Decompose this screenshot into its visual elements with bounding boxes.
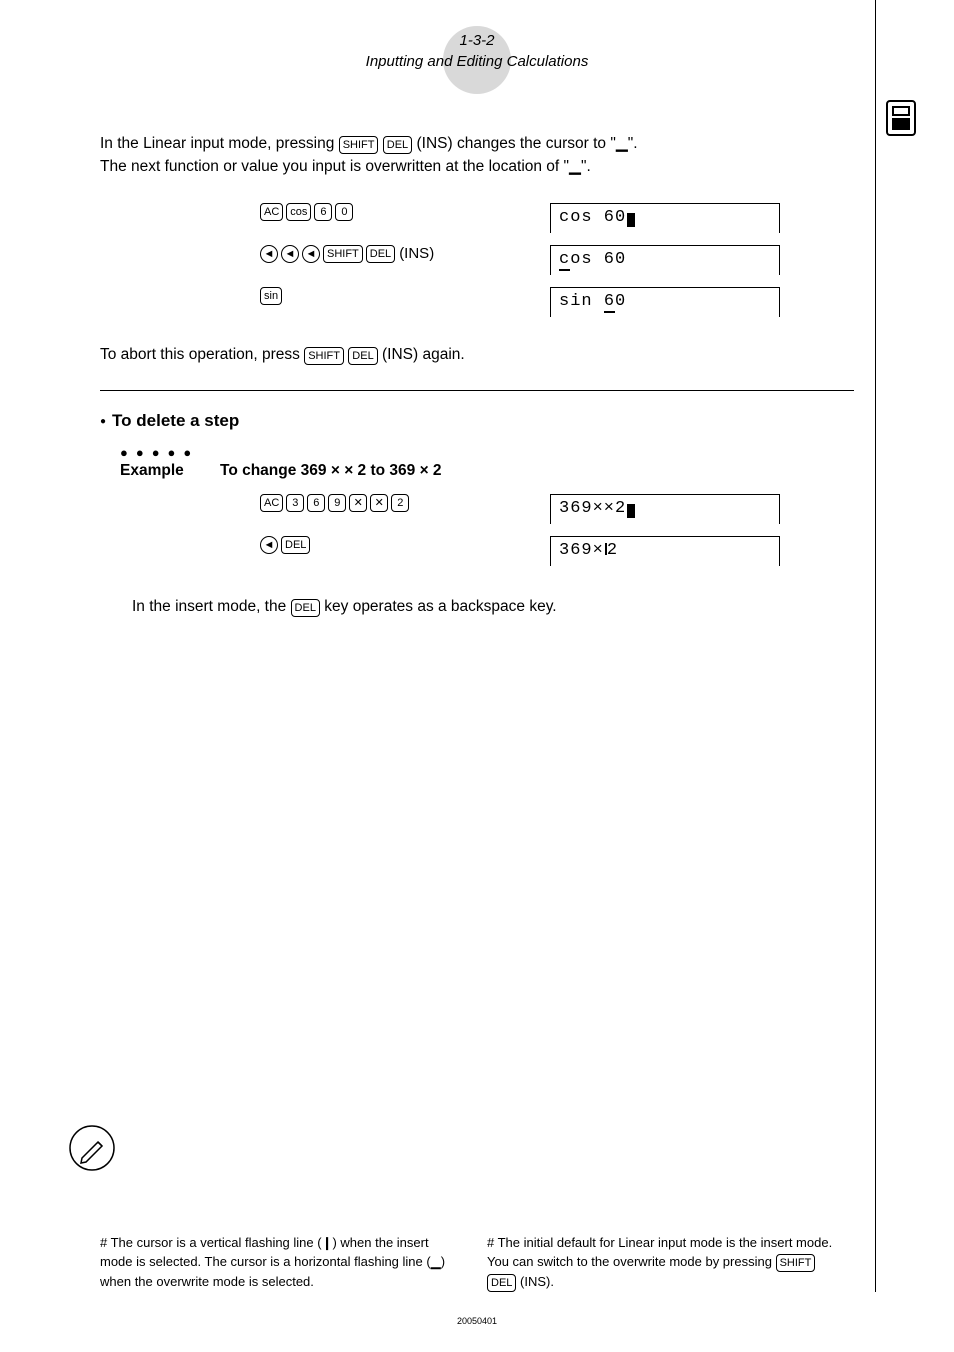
- footnote-left: # The cursor is a vertical flashing line…: [100, 1233, 447, 1293]
- delete-step-1: AC 3 6 9 ✕ ✕ 2 369××2: [260, 494, 854, 524]
- zero-key: 0: [335, 203, 353, 221]
- delete-heading: To delete a step: [100, 411, 854, 431]
- delete-step-2: ◄ DEL 369×2: [260, 536, 854, 566]
- six-key: 6: [314, 203, 332, 221]
- shift-key: SHIFT: [776, 1254, 816, 1272]
- step-row-1: AC cos 6 0 cos 60: [260, 203, 854, 233]
- lcd-display: sin 60: [550, 287, 780, 317]
- footnote-right: # The initial default for Linear input m…: [487, 1233, 834, 1293]
- page-number: 20050401: [457, 1316, 497, 1326]
- del-key: DEL: [383, 136, 412, 154]
- del-key: DEL: [366, 245, 395, 263]
- del-key: DEL: [291, 599, 320, 617]
- shift-key: SHIFT: [339, 136, 379, 154]
- lcd-display: 369×2: [550, 536, 780, 566]
- del-key: DEL: [487, 1274, 516, 1292]
- step-row-2: ◄ ◄ ◄ SHIFT DEL (INS) cos 60: [260, 245, 854, 275]
- lcd-display: cos 60: [550, 203, 780, 233]
- times-key: ✕: [370, 494, 388, 512]
- cursor-icon: [627, 213, 635, 227]
- insert-mode-note: In the insert mode, the DEL key operates…: [132, 598, 854, 617]
- shift-key: SHIFT: [323, 245, 363, 263]
- section-number: 1-3-2: [100, 30, 854, 51]
- pencil-note-icon: [68, 1124, 116, 1172]
- left-arrow-key: ◄: [260, 536, 278, 554]
- del-key: DEL: [348, 347, 377, 365]
- times-key: ✕: [349, 494, 367, 512]
- left-arrow-key: ◄: [302, 245, 320, 263]
- nine-key: 9: [328, 494, 346, 512]
- section-title: Inputting and Editing Calculations: [100, 51, 854, 72]
- six-key: 6: [307, 494, 325, 512]
- left-arrow-key: ◄: [260, 245, 278, 263]
- lcd-display: 369××2: [550, 494, 780, 524]
- shift-key: SHIFT: [304, 347, 344, 365]
- two-key: 2: [391, 494, 409, 512]
- intro-paragraph: In the Linear input mode, pressing SHIFT…: [100, 132, 854, 179]
- del-key: DEL: [281, 536, 310, 554]
- sin-key: sin: [260, 287, 282, 305]
- footnotes: # The cursor is a vertical flashing line…: [100, 1233, 834, 1293]
- ac-key: AC: [260, 494, 283, 512]
- divider: [100, 390, 854, 391]
- step-row-3: sin sin 60: [260, 287, 854, 317]
- lcd-display: cos 60: [550, 245, 780, 275]
- page-content: 1-3-2 Inputting and Editing Calculations…: [0, 0, 954, 657]
- page-header: 1-3-2 Inputting and Editing Calculations: [100, 30, 854, 72]
- cursor-icon: [627, 504, 635, 518]
- three-key: 3: [286, 494, 304, 512]
- ac-key: AC: [260, 203, 283, 221]
- cos-key: cos: [286, 203, 311, 221]
- abort-text: To abort this operation, press SHIFT DEL…: [100, 343, 854, 366]
- example-dots: ●●●●●: [120, 445, 854, 460]
- example-row: Example To change 369 × × 2 to 369 × 2: [120, 462, 854, 480]
- left-arrow-key: ◄: [281, 245, 299, 263]
